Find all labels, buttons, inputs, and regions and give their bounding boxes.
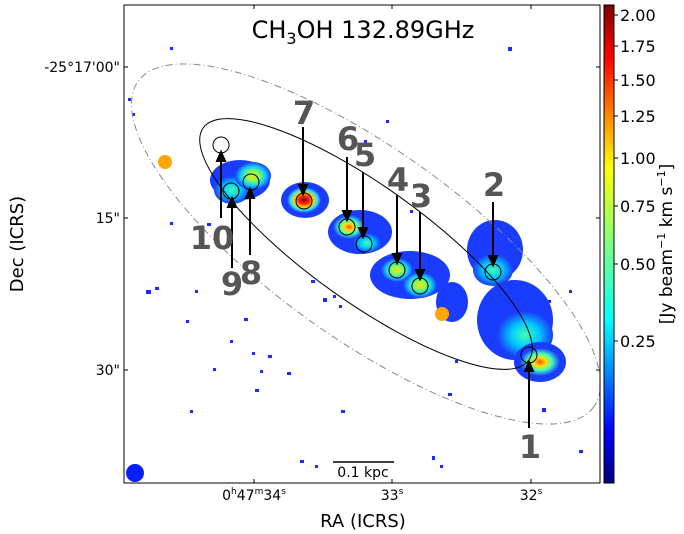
colorbar-tick-label: 0.25 bbox=[620, 332, 656, 351]
region-label-5: 5 bbox=[354, 136, 376, 174]
colorbar-tick-label: 1.00 bbox=[620, 149, 656, 168]
orange-marker bbox=[435, 307, 449, 321]
region-label-9: 9 bbox=[221, 265, 243, 303]
scale-bar-label: 0.1 kpc bbox=[337, 465, 388, 481]
orange-marker bbox=[158, 155, 172, 169]
arrows bbox=[215, 127, 535, 428]
region-label-6: 6 bbox=[337, 120, 359, 158]
beam-ellipse bbox=[126, 464, 144, 482]
y-tick-label-2: 15" bbox=[96, 211, 120, 227]
plot-title: CH3OH 132.89GHz bbox=[252, 16, 475, 48]
region-label-10: 10 bbox=[190, 219, 235, 257]
region-labels: 1 2 3 4 5 6 7 8 9 10 bbox=[190, 94, 541, 466]
colorbar-tick-label: 1.25 bbox=[620, 107, 656, 126]
region-label-8: 8 bbox=[240, 254, 262, 292]
region-label-4: 4 bbox=[387, 161, 409, 199]
x-axis-label: RA (ICRS) bbox=[320, 511, 406, 532]
region-label-2: 2 bbox=[483, 166, 505, 204]
colorbar-label: [Jy beam−1 km s−1] bbox=[655, 164, 677, 325]
outer-ellipse bbox=[130, 63, 600, 425]
y-tick-marks bbox=[124, 66, 600, 371]
noise-pixels bbox=[128, 47, 583, 468]
x-tick-marks bbox=[253, 5, 532, 483]
x-tick-label-1: 0h47m34s bbox=[222, 487, 286, 504]
region-label-3: 3 bbox=[410, 177, 432, 215]
colorbar-tick-label: 1.50 bbox=[620, 71, 656, 90]
plot-frame bbox=[123, 4, 601, 484]
y-tick-label-3: 30" bbox=[96, 363, 120, 379]
x-tick-label-3: 32s bbox=[520, 487, 543, 504]
colorbar-tick-label: 1.75 bbox=[620, 37, 656, 56]
colorbar-tick-label: 0.75 bbox=[620, 197, 656, 216]
x-tick-label-2: 33s bbox=[381, 487, 404, 504]
region-label-7: 7 bbox=[293, 94, 315, 132]
colorbar-ticks bbox=[614, 14, 618, 342]
colorbar-tick-label: 2.00 bbox=[620, 6, 656, 25]
y-axis-label: Dec (ICRS) bbox=[7, 196, 28, 292]
region-label-1: 1 bbox=[519, 428, 541, 466]
emission-blobs bbox=[210, 160, 566, 382]
colorbar-tick-label: 0.50 bbox=[620, 255, 656, 274]
y-tick-label-1: -25°17'00" bbox=[44, 60, 120, 76]
colorbar bbox=[603, 4, 615, 484]
emission-map: 1 2 3 4 5 6 7 8 9 10 0.1 kpc bbox=[126, 47, 600, 482]
